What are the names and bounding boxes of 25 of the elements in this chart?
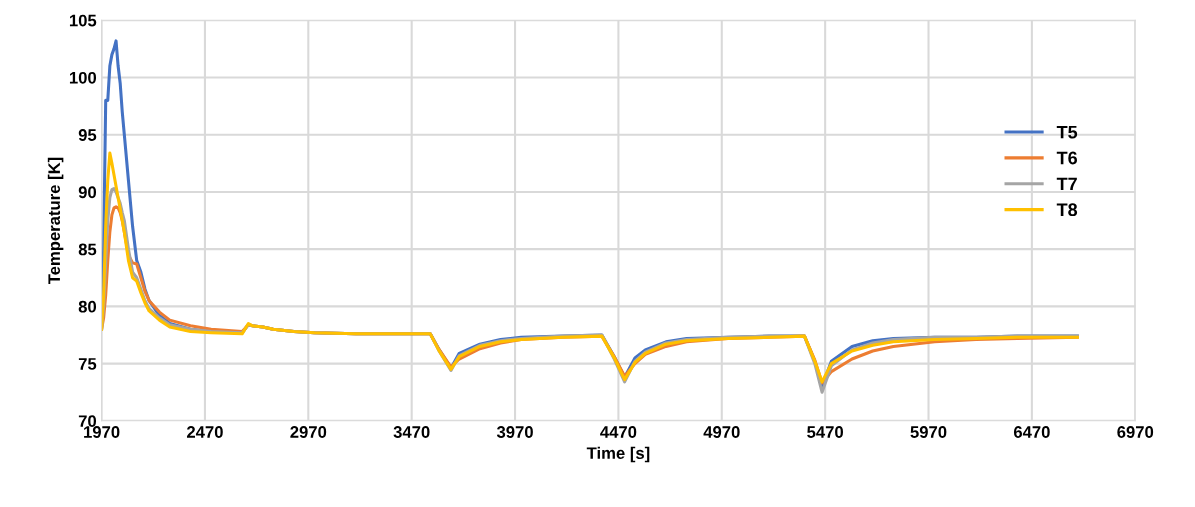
y-tick-label: 95 [78,129,97,141]
x-tick-label: 2470 [186,426,223,438]
x-tick-label: 5970 [910,426,947,438]
y-axis-title: Temperature [K] [47,157,64,285]
x-tick-label: 2970 [290,426,327,438]
x-tick-label: 3970 [496,426,533,438]
legend-label: T5 [1056,125,1078,139]
y-tick-label: 100 [69,71,97,84]
x-tick-label: 6470 [1013,426,1050,438]
y-tick-label: 75 [78,358,97,370]
line-series [101,151,1079,384]
y-tick-label: 105 [69,14,97,27]
legend-label: T6 [1056,151,1077,165]
x-tick-label: 4470 [600,426,637,438]
y-tick-label: 80 [78,300,97,313]
x-tick-label: 6970 [1117,426,1154,438]
x-tick-label: 5470 [807,426,843,438]
x-axis-title: Time [s] [586,446,650,463]
x-tick-label: 1970 [84,426,120,438]
y-tick-label: 85 [78,243,97,256]
legend-label: T8 [1056,203,1078,217]
x-tick-label: 4970 [703,426,740,438]
y-tick-label: 90 [78,186,97,199]
x-tick-label: 3470 [393,426,430,438]
legend-label: T7 [1056,177,1077,191]
